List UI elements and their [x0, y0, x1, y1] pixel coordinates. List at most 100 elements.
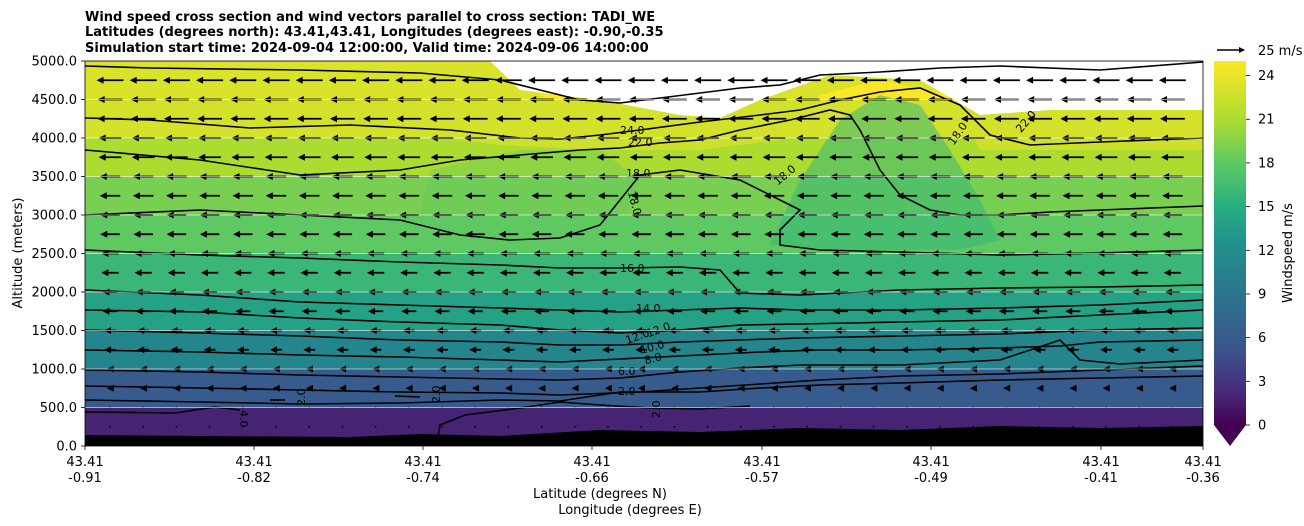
- wind-vector: [236, 346, 249, 354]
- wind-vector: [497, 153, 520, 161]
- wind-vector: [175, 425, 178, 428]
- wind-vector: [633, 307, 649, 315]
- wind-vector: [303, 346, 316, 354]
- wind-vector: [531, 192, 552, 200]
- wind-vector: [972, 425, 975, 428]
- y-tick-label: 3500.0: [32, 170, 78, 185]
- wind-vector: [433, 269, 451, 277]
- wind-vector: [793, 76, 821, 84]
- wind-vector: [101, 269, 119, 277]
- wind-vector: [1027, 115, 1053, 123]
- colorbar-tick-label: 0: [1258, 419, 1266, 434]
- wind-vector: [198, 153, 221, 161]
- wind-vector: [98, 153, 122, 161]
- wind-vector: [627, 76, 655, 84]
- wind-vector: [1163, 269, 1182, 277]
- wind-vector: [597, 192, 619, 200]
- wind-vector: [1064, 269, 1082, 277]
- wind-vector: [399, 230, 419, 238]
- wind-vector: [998, 307, 1014, 315]
- wind-vector: [233, 230, 253, 238]
- contour-label: 16.0: [620, 262, 645, 275]
- wind-vector: [996, 192, 1017, 200]
- wind-vector: [436, 346, 448, 354]
- wind-vector: [270, 346, 282, 354]
- wind-vector: [535, 346, 548, 354]
- wind-vector: [163, 115, 189, 123]
- wind-vector: [275, 425, 277, 428]
- wind-vector: [1162, 230, 1183, 238]
- colorbar-tick-label: 9: [1258, 287, 1266, 302]
- wind-vector: [465, 230, 485, 238]
- wind-vector: [405, 384, 413, 392]
- wind-vector: [1130, 269, 1148, 277]
- x-tick-label-lat: 43.41: [573, 455, 610, 470]
- wind-vector: [365, 192, 386, 200]
- wind-vector: [97, 115, 123, 123]
- wind-vector: [964, 269, 982, 277]
- wind-vector: [661, 115, 687, 123]
- y-tick-label: 2000.0: [32, 286, 78, 301]
- wind-vector: [374, 425, 377, 428]
- wind-vector: [635, 346, 648, 354]
- contour-line: [85, 61, 1203, 104]
- wind-vector: [832, 307, 848, 315]
- wind-vector: [733, 307, 749, 315]
- wind-vector: [1096, 230, 1116, 238]
- wind-vector: [301, 307, 317, 315]
- wind-vector: [365, 230, 386, 238]
- wind-vector: [331, 153, 354, 161]
- wind-vector: [300, 269, 318, 277]
- wind-vector: [596, 153, 620, 161]
- wind-vector: [339, 384, 347, 392]
- wind-vector: [239, 384, 247, 392]
- wind-vector: [1029, 230, 1050, 238]
- wind-vector: [600, 307, 616, 315]
- wind-vector: [727, 76, 755, 84]
- wind-vector: [235, 307, 251, 315]
- wind-vector: [961, 153, 985, 161]
- contour-line: [437, 401, 751, 437]
- wind-vector: [206, 384, 214, 392]
- wind-vector: [962, 192, 984, 200]
- chart-title-line-3: Simulation start time: 2024-09-04 12:00:…: [85, 41, 649, 56]
- colorbar-tick-label: 21: [1258, 113, 1275, 128]
- x-tick-label-lat: 43.41: [912, 455, 949, 470]
- wind-vector: [102, 307, 118, 315]
- y-tick-label: 0.0: [56, 440, 77, 455]
- wind-vector: [729, 153, 753, 161]
- wind-vector: [366, 269, 385, 277]
- x-axis: 43.41-0.9143.41-0.8243.41-0.7443.41-0.66…: [66, 446, 1222, 486]
- wind-vector: [104, 346, 116, 354]
- wind-vector: [1026, 76, 1054, 84]
- wind-vector: [231, 153, 255, 161]
- wind-vector: [262, 76, 290, 84]
- wind-vector: [109, 425, 111, 428]
- wind-vector: [133, 230, 153, 238]
- wind-vector: [1131, 307, 1147, 315]
- wind-vector: [531, 230, 552, 238]
- chart-title-line-1: Wind speed cross section and wind vector…: [85, 10, 655, 25]
- wind-vector: [1159, 115, 1185, 123]
- jet-core-region: [770, 95, 1000, 250]
- wind-vector: [701, 346, 714, 354]
- wind-vector: [831, 269, 850, 277]
- wind-vector: [469, 346, 482, 354]
- wind-vector: [960, 115, 986, 123]
- wind-vector: [566, 269, 584, 277]
- wind-vector: [900, 346, 913, 354]
- wind-vector: [368, 307, 384, 315]
- wind-vector: [664, 192, 685, 200]
- wind-vector: [668, 346, 681, 354]
- wind-vector: [135, 307, 151, 315]
- wind-vector: [431, 192, 453, 200]
- wind-vector: [903, 384, 911, 392]
- x-tick-label-lat: 43.41: [1082, 455, 1119, 470]
- wind-vector: [329, 115, 355, 123]
- wind-vector: [137, 346, 150, 354]
- y-tick-label: 4000.0: [32, 132, 78, 147]
- wind-vector: [1126, 115, 1152, 123]
- wind-vector: [1092, 76, 1120, 84]
- colorbar-ticks: 0 3 6 9 12 15 18 21 24: [1246, 69, 1275, 434]
